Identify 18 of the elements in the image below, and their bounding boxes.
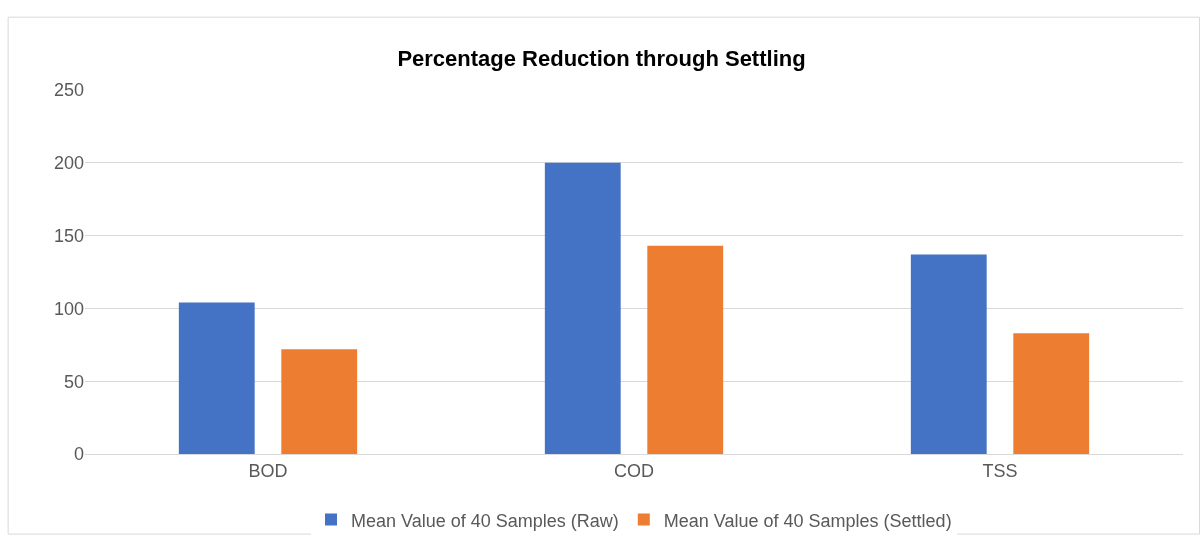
bar	[647, 245, 724, 454]
x-tick-label: COD	[614, 460, 654, 481]
bar	[1013, 333, 1090, 454]
y-tick-label: 100	[53, 298, 84, 319]
y-tick-label: 150	[53, 225, 84, 246]
y-tick-label: 250	[53, 80, 84, 101]
bar	[910, 254, 987, 454]
x-tick-label: TSS	[982, 460, 1018, 481]
chart-title: Percentage Reduction through Settling	[397, 45, 806, 71]
bar	[544, 162, 621, 454]
legend-label: Mean Value of 40 Samples (Settled)	[663, 510, 952, 531]
legend-label: Mean Value of 40 Samples (Raw)	[351, 510, 619, 531]
bar	[178, 302, 255, 454]
y-tick-label: 0	[73, 444, 84, 465]
y-tick-label: 200	[53, 153, 84, 174]
x-tick-label: BOD	[248, 460, 288, 481]
y-tick-label: 50	[63, 371, 84, 392]
bar	[281, 349, 358, 454]
